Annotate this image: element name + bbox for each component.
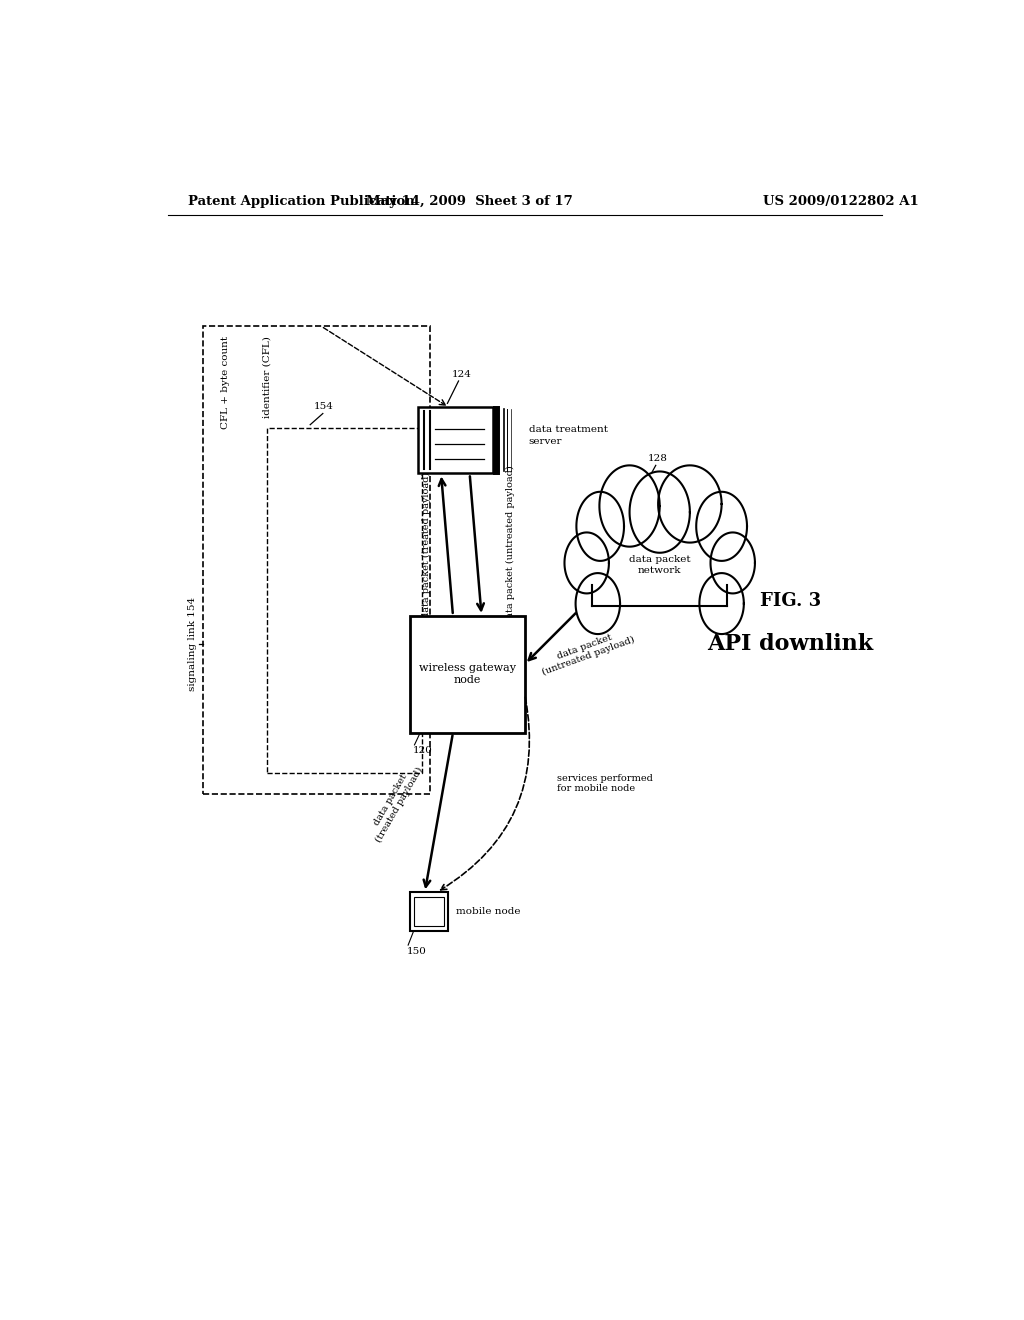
Text: 120: 120 <box>413 746 433 755</box>
Polygon shape <box>696 492 748 561</box>
Text: mobile node: mobile node <box>456 907 520 916</box>
Text: data packet
network: data packet network <box>629 556 690 574</box>
Text: US 2009/0122802 A1: US 2009/0122802 A1 <box>763 194 919 207</box>
Text: identifier (CFL): identifier (CFL) <box>263 337 272 418</box>
Text: data packet
(treated payload): data packet (treated payload) <box>366 760 425 845</box>
Polygon shape <box>599 466 659 546</box>
Text: data treatment
server: data treatment server <box>528 425 608 446</box>
FancyBboxPatch shape <box>414 898 443 925</box>
Text: services performed
for mobile node: services performed for mobile node <box>557 774 652 793</box>
FancyBboxPatch shape <box>410 615 524 733</box>
Polygon shape <box>630 471 690 553</box>
Text: Patent Application Publication: Patent Application Publication <box>187 194 415 207</box>
Text: CFL + byte count: CFL + byte count <box>221 337 229 429</box>
Text: data packet
(untreated payload): data packet (untreated payload) <box>538 626 636 677</box>
Text: 124: 124 <box>452 370 471 379</box>
Polygon shape <box>564 532 609 594</box>
FancyBboxPatch shape <box>418 408 494 474</box>
Text: API downlink: API downlink <box>708 634 873 655</box>
Polygon shape <box>711 532 755 594</box>
Text: signaling link 154: signaling link 154 <box>188 597 197 692</box>
Polygon shape <box>577 492 624 561</box>
FancyArrowPatch shape <box>440 697 529 890</box>
Text: May 14, 2009  Sheet 3 of 17: May 14, 2009 Sheet 3 of 17 <box>366 194 572 207</box>
Text: 154: 154 <box>313 403 333 412</box>
Text: FIG. 3: FIG. 3 <box>760 591 821 610</box>
Polygon shape <box>575 573 621 634</box>
Polygon shape <box>592 535 727 615</box>
Text: 150: 150 <box>407 948 426 956</box>
Polygon shape <box>699 573 743 634</box>
Text: 128: 128 <box>648 454 668 463</box>
Polygon shape <box>658 466 722 543</box>
Text: data packet (treated payload): data packet (treated payload) <box>422 471 430 618</box>
FancyBboxPatch shape <box>410 892 447 931</box>
Text: data packet (untreated payload): data packet (untreated payload) <box>506 465 515 624</box>
Text: wireless gateway
node: wireless gateway node <box>419 664 516 685</box>
